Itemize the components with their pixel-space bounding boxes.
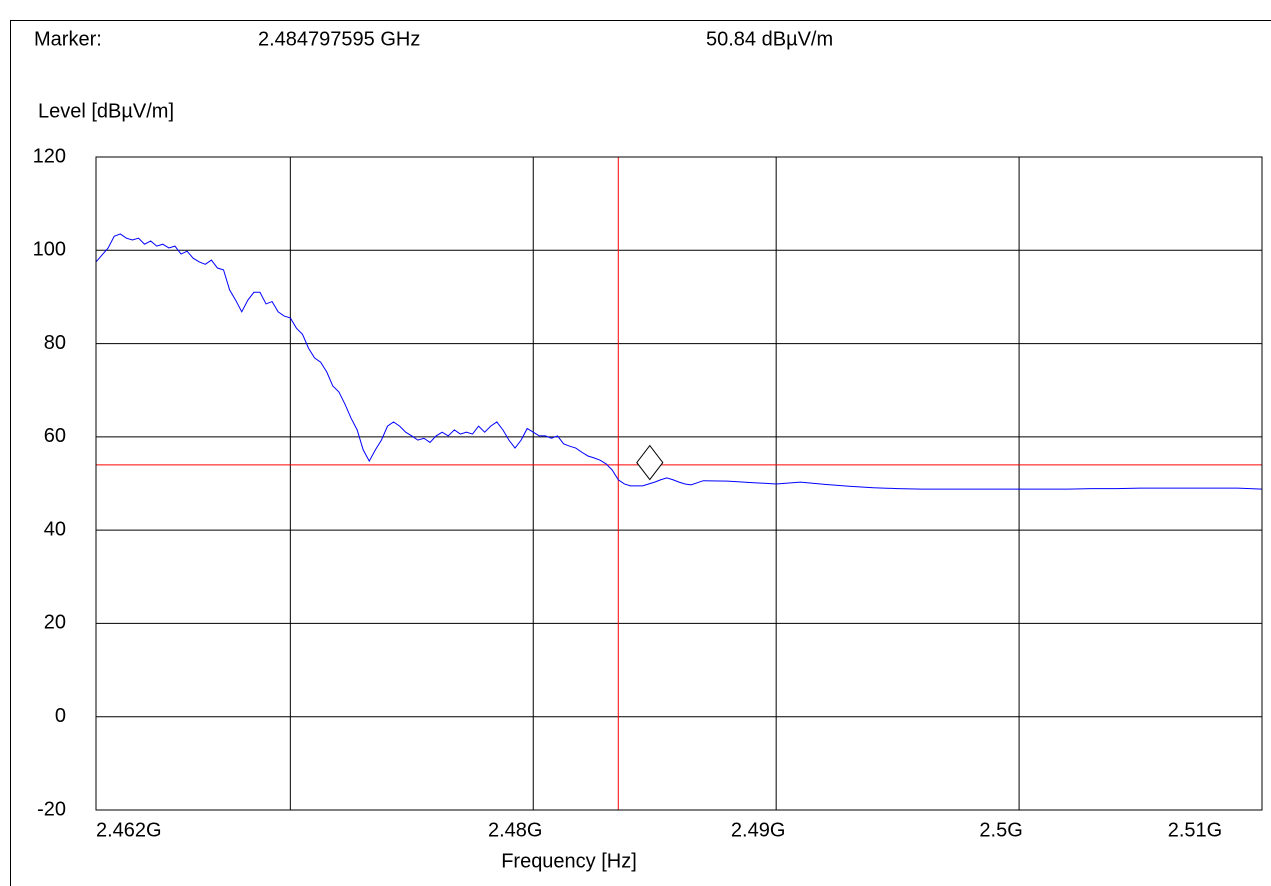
y-tick-label: -20 bbox=[37, 798, 66, 820]
y-tick-label: 0 bbox=[55, 705, 66, 727]
x-tick-label: 2.5G bbox=[979, 819, 1022, 841]
y-tick-label: 120 bbox=[33, 145, 66, 167]
y-tick-label: 100 bbox=[33, 239, 66, 261]
outer-frame bbox=[10, 20, 1271, 886]
x-tick-label: 2.49G bbox=[731, 819, 785, 841]
marker-label: Marker: bbox=[34, 28, 102, 50]
marker-frequency: 2.484797595 GHz bbox=[258, 28, 420, 50]
y-tick-label: 80 bbox=[44, 332, 66, 354]
y-axis-title: Level [dBµV/m] bbox=[38, 100, 174, 122]
y-tick-label: 40 bbox=[44, 518, 66, 540]
marker-diamond bbox=[636, 444, 664, 481]
x-tick-label: 2.48G bbox=[488, 819, 542, 841]
x-tick-label: 2.462G bbox=[96, 819, 162, 841]
y-tick-label: 60 bbox=[44, 425, 66, 447]
x-tick-label: 2.51G bbox=[1168, 819, 1222, 841]
trace-line bbox=[95, 233, 1263, 490]
y-tick-label: 20 bbox=[44, 612, 66, 634]
marker-level: 50.84 dBµV/m bbox=[706, 28, 833, 50]
plot-background bbox=[96, 157, 1262, 810]
x-axis-title: Frequency [Hz] bbox=[501, 850, 637, 872]
plot-frame bbox=[95, 156, 1263, 811]
